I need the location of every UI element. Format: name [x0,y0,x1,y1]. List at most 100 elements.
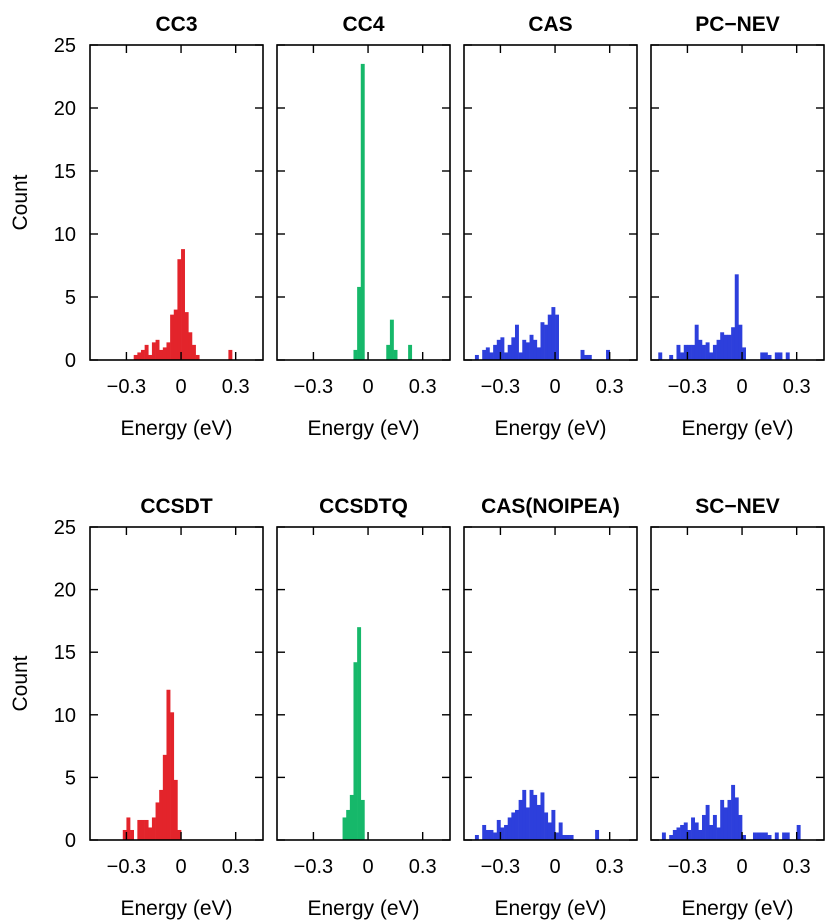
histogram-bar [785,352,790,360]
histogram-bar [709,352,714,360]
x-tick-label: −0.3 [294,856,333,878]
histogram-bar [672,829,677,840]
histogram-bar [360,799,365,840]
histogram-bar [173,779,178,840]
histogram-bar [760,352,765,360]
panel-title: SC−NEV [695,495,780,518]
histogram-bar [357,627,362,840]
y-tick-label: 0 [65,830,76,852]
histogram-bar [712,344,717,360]
histogram-bar [698,829,703,840]
panel-sc-nev: −0.3 0 0.3 SC−NEV Energy (eV) [650,495,825,920]
histogram-bar [720,799,725,840]
plot-frame [276,44,451,361]
histogram-bar [676,344,681,360]
histogram-bar [712,814,717,840]
y-tick-label: 5 [65,767,76,789]
x-axis-title: Energy (eV) [681,897,793,920]
panel-cas-noipea: −0.3 0 0.3 CAS(NOIPEA) Energy (eV) [463,495,638,920]
histogram-bar [518,352,523,360]
panel-cc4: −0.3 0 0.3 CC4 Energy (eV) [276,13,451,440]
histogram-bar [551,307,556,360]
histogram-bar [507,817,512,840]
histogram-bar [536,804,541,840]
histogram-bar [482,349,487,360]
histogram-bar [389,319,394,360]
histogram-bar [130,829,134,840]
histogram-bar [342,817,347,840]
histogram-bar [493,344,498,360]
histogram-bar [669,354,674,360]
histogram-bar [482,824,487,840]
histogram-bar [507,344,512,360]
histogram-bar [408,344,413,360]
x-tick-label: 0.3 [783,376,811,398]
histogram-bar [170,314,175,360]
histogram-bar [485,829,490,840]
y-tick-label: 25 [54,35,76,57]
histogram-bar [522,789,527,840]
plot-frame [650,44,825,361]
histogram-bar [544,812,549,840]
histogram-bar [767,354,772,360]
x-tick-label: 0 [549,376,560,398]
histogram-bar [763,832,768,840]
histogram-bar [170,712,175,840]
histogram-bar [680,824,685,840]
histogram-bar [580,349,585,360]
histogram-bar [723,807,728,840]
histogram-bar [159,789,164,840]
y-tick-label: 10 [54,224,76,246]
x-tick-label: 0.3 [409,856,437,878]
histogram-bar [738,814,743,840]
panel-title: CAS(NOIPEA) [481,495,620,518]
histogram-bar [716,827,721,840]
histogram-bar [734,274,739,360]
x-axis-title: Energy (eV) [120,897,232,920]
histogram-bar [669,834,674,840]
x-tick-label: 0 [549,856,560,878]
panel-title: CC3 [155,13,197,36]
x-tick-label: −0.3 [668,376,707,398]
histogram-bar [474,834,479,840]
histogram-bar [514,809,519,840]
histogram-bar [518,799,523,840]
histogram-bar [544,324,549,360]
panel-cas: −0.3 0 0.3 CAS Energy (eV) [463,13,638,440]
histogram-bar [701,344,706,360]
x-tick-label: −0.3 [481,376,520,398]
histogram-bar [691,817,695,840]
histogram-bar [525,342,530,360]
histogram-bar [547,314,552,360]
histogram-bar [767,834,772,840]
histogram-bar [500,827,505,840]
histogram-bar [140,819,145,840]
histogram-bar [540,792,545,840]
histogram-bar [137,352,142,360]
histogram-bar [691,344,695,360]
histogram-bar [489,829,494,840]
x-tick-label: 0.3 [222,376,250,398]
panel-cc3: 0 5 10 15 20 25 −0.3 0 0.3 CC3 Energy (eV) Count [9,13,264,440]
y-tick-label: 20 [54,98,76,120]
plot-frame [463,526,638,841]
x-axis-title: Energy (eV) [681,417,793,440]
histogram-bar [511,337,516,360]
histogram-bar [658,352,663,360]
histogram-bar [144,819,149,840]
histogram-bar [752,832,757,840]
histogram-bar [504,352,508,360]
histogram-bar [155,802,160,840]
panel-ccsdtq: −0.3 0 0.3 CCSDTQ Energy (eV) [276,495,451,920]
x-tick-label: −0.3 [107,376,146,398]
histogram-bar [533,339,538,360]
x-axis-title: Energy (eV) [494,897,606,920]
histogram-bar [533,794,538,840]
y-tick-label: 25 [54,517,76,539]
histogram-bar [137,819,142,840]
histogram-bar [485,347,490,360]
histogram-bar [555,832,559,840]
histogram-bar [496,819,501,840]
histogram-bar [353,349,358,360]
histogram-bar [126,817,131,840]
